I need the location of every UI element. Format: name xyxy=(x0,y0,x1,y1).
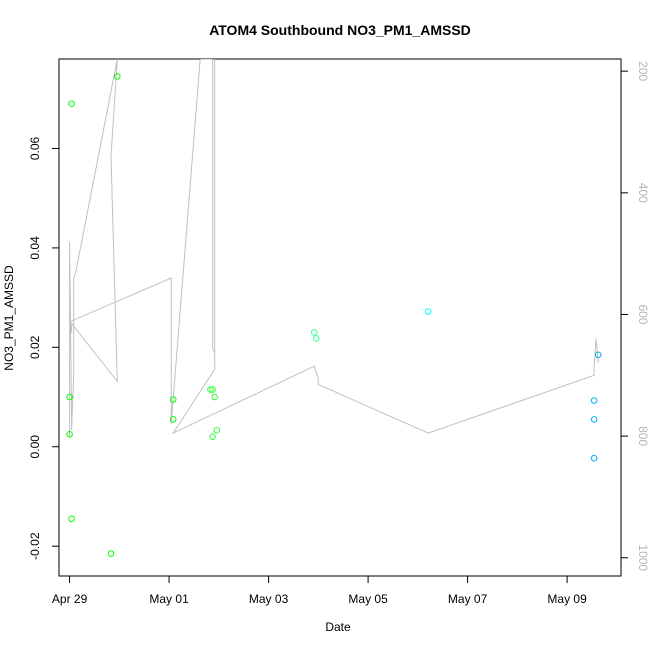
x-tick-label: May 03 xyxy=(249,592,289,606)
data-point xyxy=(594,351,602,359)
y-tick-label: 0.02 xyxy=(28,335,42,359)
data-point xyxy=(310,329,318,336)
y-axis: -0.02 0.00 0.02 0.04 0.06 xyxy=(28,136,60,560)
y-axis-label: NO3_PM1_AMSSD xyxy=(2,265,16,371)
data-point xyxy=(66,393,73,401)
points-layer xyxy=(66,73,602,557)
y2-tick-label: 1000 xyxy=(636,544,650,571)
secondary-series-line xyxy=(69,59,599,437)
data-point xyxy=(209,386,216,393)
y2-tick-label: 600 xyxy=(636,304,650,324)
data-point xyxy=(590,416,598,423)
x-axis: Apr 29 May 01 May 03 May 05 May 07 May 09 xyxy=(52,575,587,606)
chart-title: ATOM4 Southbound NO3_PM1_AMSSD xyxy=(209,22,471,38)
y2-tick-label: 200 xyxy=(636,61,650,81)
data-point xyxy=(107,550,115,557)
y2-tick-label: 400 xyxy=(636,183,650,203)
y-tick-label: 0.06 xyxy=(28,136,42,160)
data-point xyxy=(213,427,221,434)
data-point xyxy=(68,515,75,523)
plot-frame xyxy=(58,58,622,577)
secondary-line-layer xyxy=(69,59,599,437)
data-point xyxy=(590,454,598,462)
x-tick-label: May 05 xyxy=(348,592,388,606)
data-point xyxy=(66,431,73,438)
x-tick-label: May 01 xyxy=(149,592,189,606)
data-point xyxy=(114,73,121,80)
y-tick-label: 0.04 xyxy=(28,236,42,260)
y2-tick-label: 800 xyxy=(636,426,650,446)
y-tick-label: -0.02 xyxy=(28,532,42,560)
data-point xyxy=(207,386,214,393)
data-point xyxy=(313,335,320,342)
data-point xyxy=(169,416,177,423)
x-axis-label: Date xyxy=(325,620,351,634)
x-tick-label: May 07 xyxy=(448,592,488,606)
data-point xyxy=(211,393,218,401)
data-point xyxy=(590,397,598,404)
data-point xyxy=(169,396,177,403)
y-tick-label: 0.00 xyxy=(28,435,42,459)
data-point xyxy=(68,100,75,107)
data-point xyxy=(209,433,216,441)
data-point xyxy=(424,308,432,315)
x-tick-label: May 09 xyxy=(547,592,587,606)
y2-axis: 200 400 600 800 1000 xyxy=(620,61,650,571)
x-tick-label: Apr 29 xyxy=(52,592,88,606)
